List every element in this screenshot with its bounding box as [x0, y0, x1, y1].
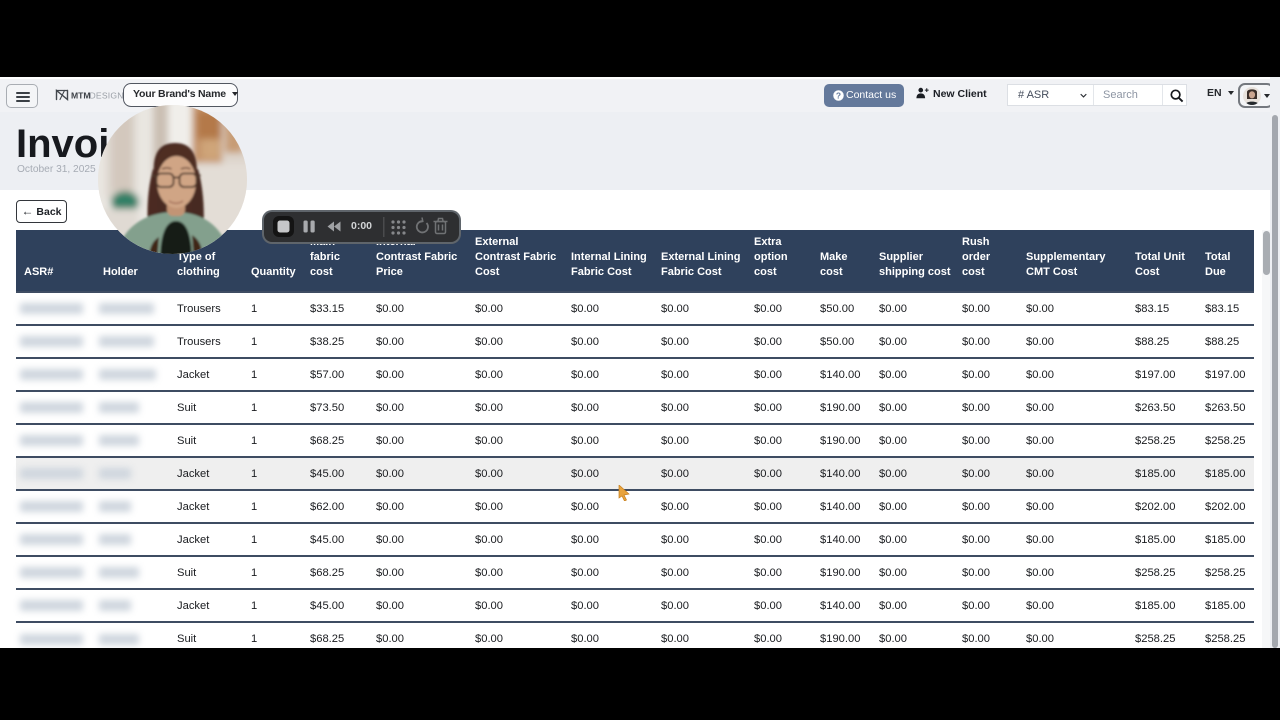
svg-text:?: ?	[836, 90, 841, 100]
svg-text:DESIGN: DESIGN	[90, 91, 124, 101]
svg-text:MTM: MTM	[71, 91, 91, 101]
